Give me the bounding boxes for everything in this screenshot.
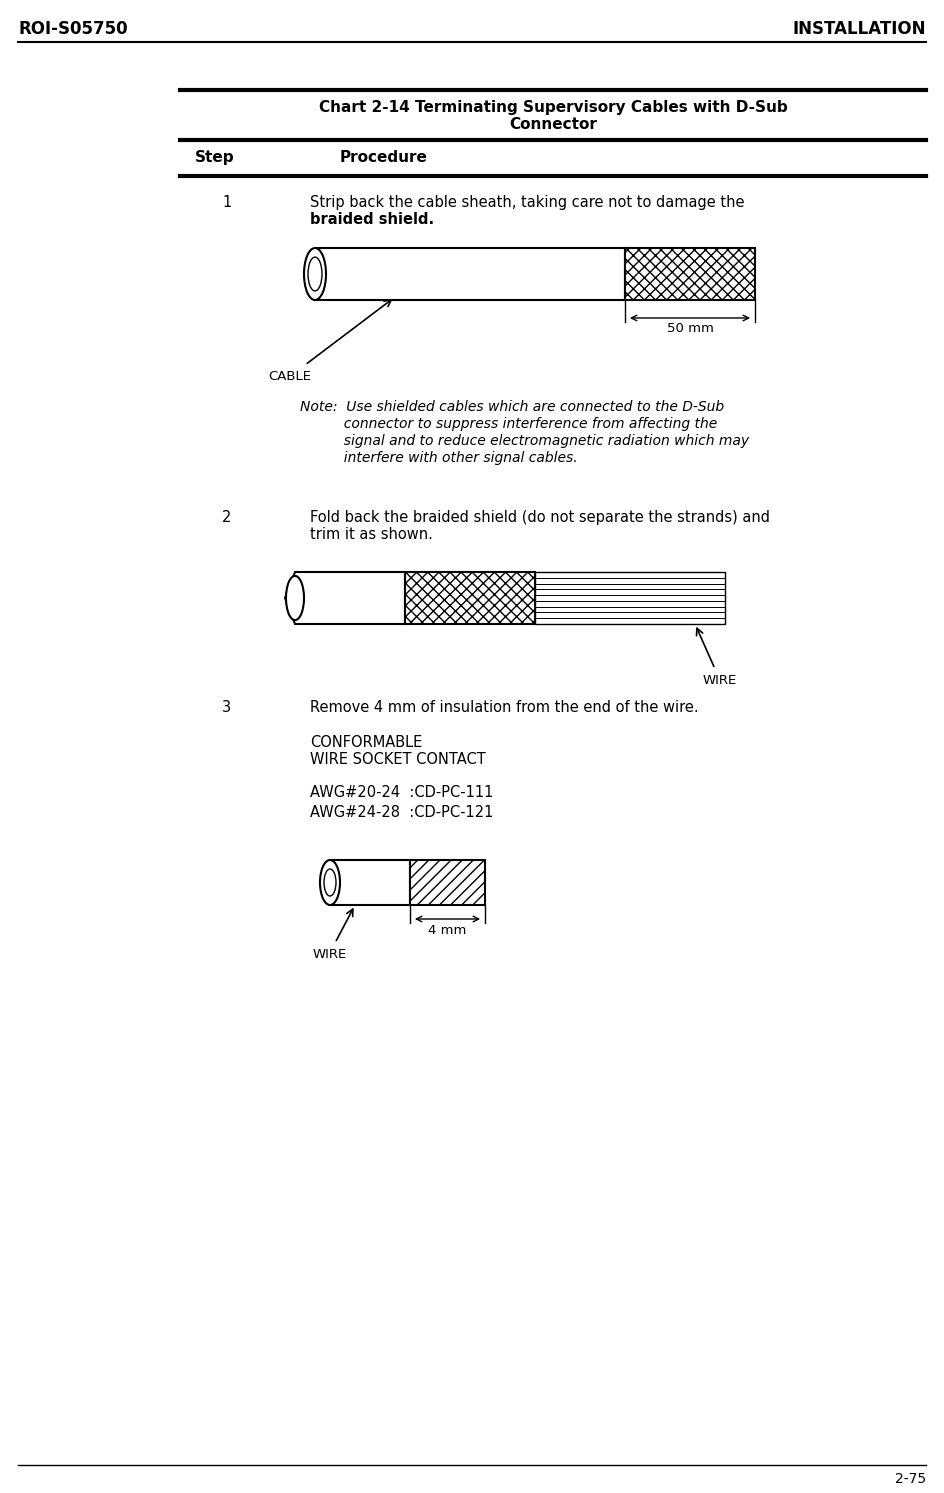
Text: signal and to reduce electromagnetic radiation which may: signal and to reduce electromagnetic rad…: [300, 434, 750, 448]
Bar: [330, 860, 410, 905]
Text: 1: 1: [222, 196, 231, 211]
Bar: [410, 860, 485, 905]
Text: WIRE: WIRE: [312, 948, 347, 961]
Text: connector to suppress interference from affecting the: connector to suppress interference from …: [300, 417, 717, 431]
Text: AWG#20-24  :CD-PC-111: AWG#20-24 :CD-PC-111: [310, 785, 494, 800]
Text: Procedure: Procedure: [340, 149, 428, 166]
Text: CABLE: CABLE: [268, 370, 312, 384]
Text: CONFORMABLE: CONFORMABLE: [310, 735, 422, 749]
Text: WIRE: WIRE: [703, 673, 737, 687]
Text: 50 mm: 50 mm: [666, 322, 714, 334]
Text: interfere with other signal cables.: interfere with other signal cables.: [300, 451, 578, 464]
Bar: [535, 572, 725, 624]
Text: braided shield.: braided shield.: [310, 212, 434, 227]
Text: 2-75: 2-75: [895, 1472, 926, 1486]
Text: Connector: Connector: [509, 116, 597, 131]
Text: WIRE SOCKET CONTACT: WIRE SOCKET CONTACT: [310, 752, 486, 767]
Ellipse shape: [308, 257, 322, 291]
Text: trim it as shown.: trim it as shown.: [310, 527, 433, 542]
Ellipse shape: [320, 860, 340, 905]
Text: 4 mm: 4 mm: [429, 924, 466, 938]
Text: Fold back the braided shield (do not separate the strands) and: Fold back the braided shield (do not sep…: [310, 511, 770, 526]
Text: Remove 4 mm of insulation from the end of the wire.: Remove 4 mm of insulation from the end o…: [310, 700, 699, 715]
Text: AWG#24-28  :CD-PC-121: AWG#24-28 :CD-PC-121: [310, 805, 494, 820]
Text: 2: 2: [222, 511, 231, 526]
Text: Step: Step: [195, 149, 235, 166]
Text: Strip back the cable sheath, taking care not to damage the: Strip back the cable sheath, taking care…: [310, 196, 745, 211]
Polygon shape: [285, 572, 405, 624]
Text: 3: 3: [222, 700, 231, 715]
Ellipse shape: [324, 869, 336, 896]
Bar: [315, 248, 625, 300]
Bar: [405, 572, 535, 624]
Text: Note:  Use shielded cables which are connected to the D-Sub: Note: Use shielded cables which are conn…: [300, 400, 724, 414]
Ellipse shape: [304, 248, 326, 300]
Ellipse shape: [286, 576, 304, 620]
Text: Chart 2-14 Terminating Supervisory Cables with D-Sub: Chart 2-14 Terminating Supervisory Cable…: [319, 100, 787, 115]
Bar: [625, 248, 755, 300]
Text: ROI-S05750: ROI-S05750: [18, 19, 127, 37]
Text: INSTALLATION: INSTALLATION: [793, 19, 926, 37]
